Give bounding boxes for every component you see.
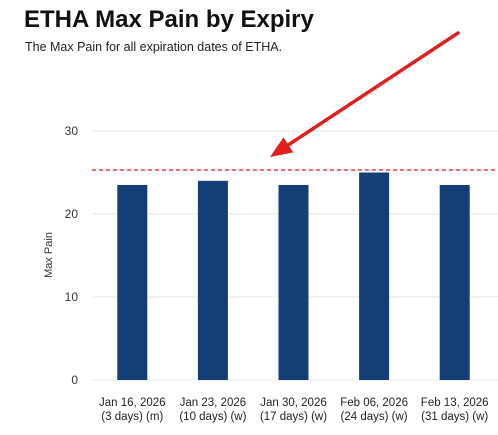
x-tick-label: Feb 13, 2026 (31 days) (w) (421, 397, 489, 423)
bar[interactable] (278, 184, 309, 380)
y-axis-ticks: 0 10 20 30 (65, 124, 79, 387)
x-tick-label: Jan 23, 2026 (10 days) (w) (179, 397, 246, 423)
chart-subtitle: The Max Pain for all expiration dates of… (25, 40, 283, 54)
y-tick-label: 20 (65, 207, 79, 221)
y-axis-label: Max Pain (43, 232, 55, 278)
bar[interactable] (117, 184, 148, 380)
y-tick-label: 30 (65, 124, 79, 138)
bars (117, 172, 470, 381)
arrow-head (270, 137, 294, 157)
x-tick-label: Jan 30, 2026 (17 days) (w) (260, 397, 327, 423)
x-tick-label: Feb 06, 2026 (24 days) (w) (340, 397, 408, 423)
bar[interactable] (439, 184, 470, 380)
y-tick-label: 10 (65, 290, 79, 304)
bar[interactable] (197, 180, 228, 380)
annotation-arrow (270, 31, 460, 157)
x-tick-label: Jan 16, 2026 (3 days) (m) (99, 397, 166, 423)
arrow-shaft (286, 31, 460, 147)
chart-title: ETHA Max Pain by Expiry (24, 6, 314, 33)
bar[interactable] (359, 172, 390, 381)
x-axis-ticks: Jan 16, 2026 (3 days) (m) Jan 23, 2026 (10 … (99, 397, 489, 423)
y-tick-label: 0 (71, 373, 78, 387)
